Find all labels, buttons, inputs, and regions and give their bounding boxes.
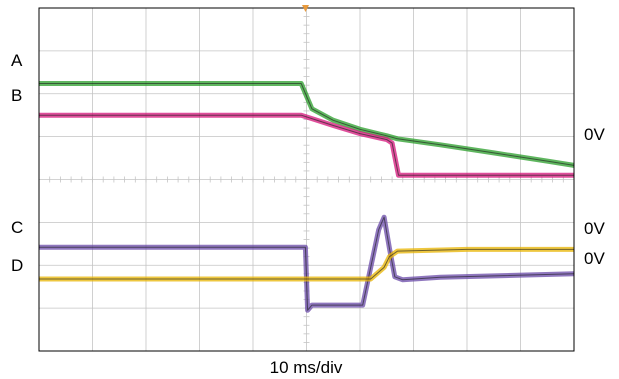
channel-label-d: D bbox=[11, 256, 23, 275]
zero-label-ab: 0V bbox=[584, 125, 605, 144]
trace-d bbox=[39, 248, 574, 280]
channel-label-c: C bbox=[11, 218, 23, 237]
trigger-marker-icon bbox=[302, 5, 309, 12]
channel-label-b: B bbox=[11, 86, 22, 105]
trace-b bbox=[39, 114, 574, 176]
zero-label-c: 0V bbox=[584, 249, 605, 268]
trace-c bbox=[39, 216, 575, 311]
x-axis-label: 10 ms/div bbox=[270, 358, 343, 377]
zero-label-d: 0V bbox=[584, 219, 605, 238]
channel-label-a: A bbox=[11, 51, 23, 70]
trace-a bbox=[39, 83, 575, 166]
graticule bbox=[38, 7, 575, 352]
traces bbox=[39, 81, 575, 313]
